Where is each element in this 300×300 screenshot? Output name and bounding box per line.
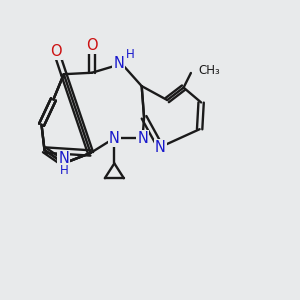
- Text: H: H: [126, 48, 135, 62]
- Text: O: O: [86, 38, 98, 53]
- Text: N: N: [155, 140, 166, 154]
- Text: CH₃: CH₃: [198, 64, 220, 77]
- Text: N: N: [113, 56, 124, 71]
- Text: N: N: [58, 152, 69, 166]
- Text: O: O: [51, 44, 62, 59]
- Text: N: N: [109, 130, 120, 146]
- Text: H: H: [59, 164, 68, 177]
- Text: N: N: [137, 130, 148, 146]
